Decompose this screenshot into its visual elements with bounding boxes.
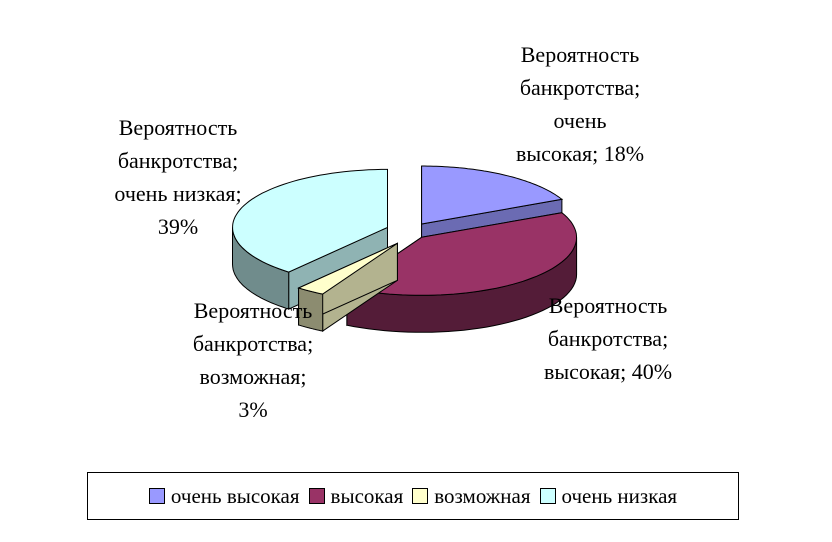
legend-label: очень низкая: [561, 483, 678, 508]
pie-slice-top: [232, 168, 388, 273]
data-label-high: Вероятность банкротства; высокая; 40%: [543, 293, 673, 384]
data-label-possible: Вероятность банкротства; возможная; 3%: [192, 298, 314, 422]
legend-swatch: [412, 488, 429, 504]
legend-label: очень высокая: [170, 483, 300, 508]
chart-legend: очень высокая высокая возможная очень ни…: [87, 472, 739, 520]
data-label-very-low: Вероятность банкротства; очень низкая; 3…: [114, 115, 242, 239]
pie-slice-possible: [297, 242, 398, 333]
data-label-very-high: Вероятность банкротства; очень высокая; …: [515, 42, 645, 166]
pie-slice-top: [421, 165, 564, 225]
legend-item-very-high: очень высокая: [148, 483, 300, 509]
legend-item-possible: возможная: [412, 483, 531, 509]
legend-item-very-low: очень низкая: [539, 483, 678, 509]
pie-slice-high: [345, 212, 578, 333]
legend-item-high: высокая: [308, 483, 404, 509]
pie-slice-top: [297, 242, 398, 295]
pie-slice-top: [345, 212, 577, 296]
legend-swatch: [539, 488, 556, 504]
legend-label: возможная: [434, 483, 531, 508]
legend-label: высокая: [330, 483, 404, 508]
legend-swatch: [308, 488, 325, 504]
legend-swatch: [148, 488, 165, 504]
